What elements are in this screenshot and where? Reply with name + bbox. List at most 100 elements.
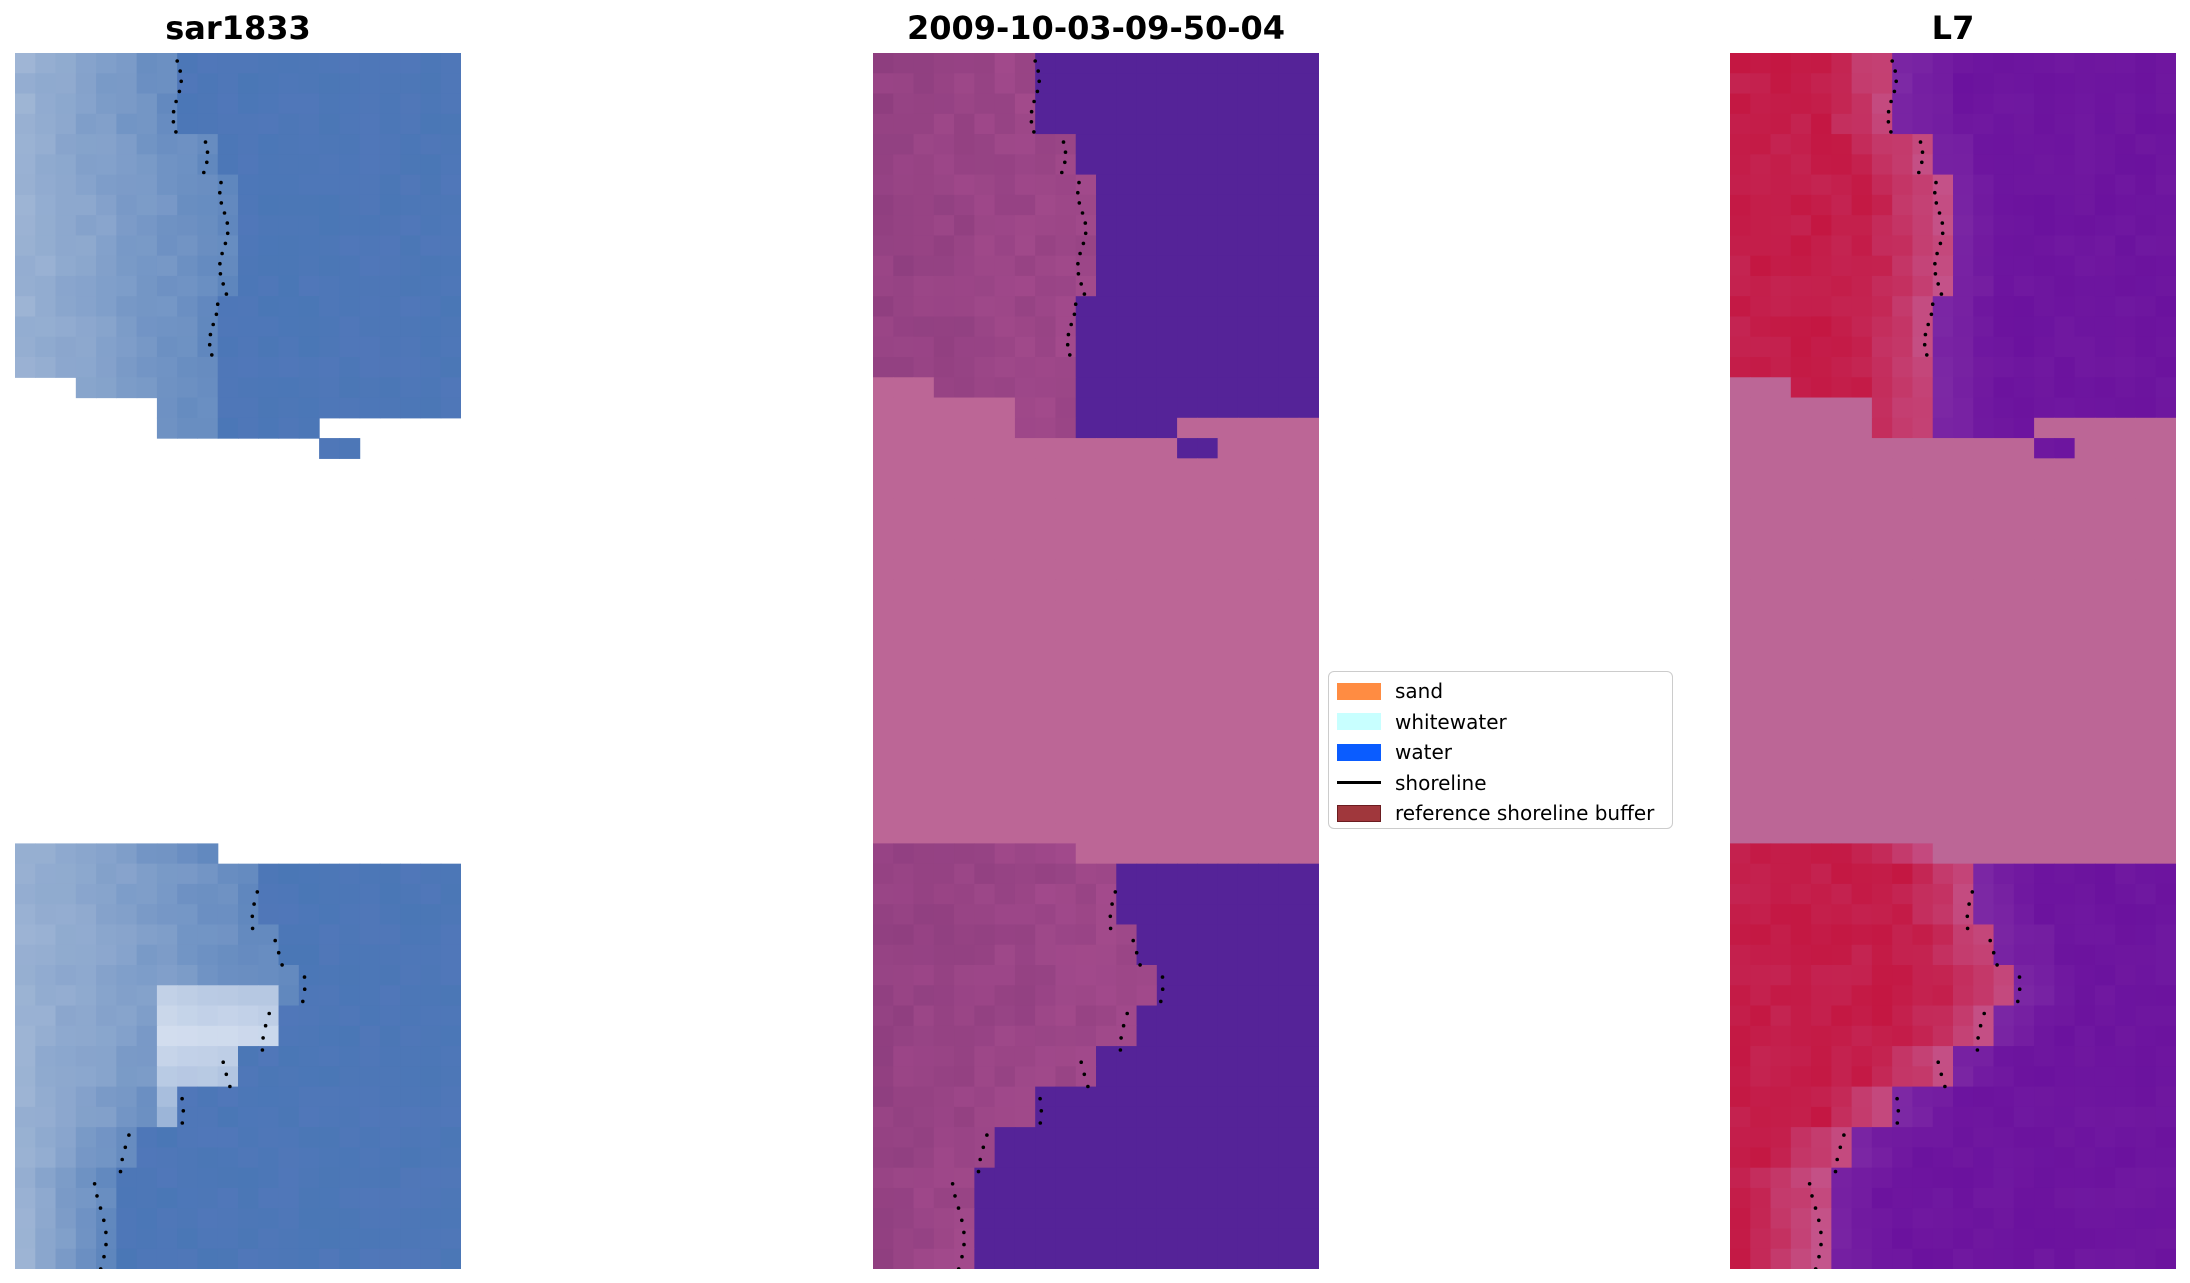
raster-pixel bbox=[1156, 904, 1178, 926]
shoreline-point bbox=[1038, 1121, 1043, 1125]
raster-pixel bbox=[1217, 1086, 1239, 1108]
raster-pixel bbox=[2074, 377, 2096, 399]
raster-pixel bbox=[1892, 863, 1914, 885]
raster-pixel bbox=[2034, 1106, 2055, 1128]
panel-title-rgb: sar1833 bbox=[165, 9, 311, 47]
raster-pixel bbox=[1912, 275, 1934, 297]
raster-pixel bbox=[974, 559, 996, 581]
raster-pixel bbox=[1014, 661, 1036, 682]
shoreline-point bbox=[250, 926, 255, 931]
raster-pixel bbox=[1014, 296, 1036, 318]
raster-pixel bbox=[2034, 215, 2055, 236]
raster-pixel bbox=[1156, 965, 1178, 986]
raster-pixel bbox=[319, 336, 340, 358]
raster-pixel bbox=[379, 1005, 401, 1027]
raster-pixel bbox=[1278, 721, 1300, 743]
raster-pixel bbox=[15, 1106, 36, 1128]
raster-pixel bbox=[2034, 823, 2055, 844]
raster-pixel bbox=[1014, 377, 1036, 399]
raster-pixel bbox=[873, 1147, 894, 1169]
raster-pixel bbox=[379, 296, 401, 318]
raster-pixel bbox=[1953, 113, 1974, 135]
raster-pixel bbox=[1278, 1025, 1300, 1047]
raster-pixel bbox=[1993, 701, 2015, 723]
raster-pixel bbox=[15, 863, 36, 885]
raster-pixel bbox=[1217, 336, 1239, 358]
raster-pixel bbox=[2094, 397, 2116, 419]
raster-pixel bbox=[873, 73, 894, 95]
raster-pixel bbox=[1298, 762, 1319, 784]
raster-pixel bbox=[1750, 701, 1772, 723]
raster-pixel bbox=[1217, 438, 1239, 459]
raster-pixel bbox=[1973, 721, 1995, 743]
raster-pixel bbox=[1892, 1025, 1914, 1047]
raster-pixel bbox=[1973, 701, 1995, 723]
raster-pixel bbox=[116, 93, 138, 115]
raster-pixel bbox=[1790, 985, 1812, 1007]
raster-pixel bbox=[954, 802, 975, 824]
shoreline-point bbox=[1037, 79, 1041, 84]
raster-pixel bbox=[2054, 275, 2076, 297]
shoreline-point bbox=[255, 890, 260, 894]
raster-pixel bbox=[156, 1147, 178, 1169]
raster-pixel bbox=[1035, 1127, 1057, 1148]
raster-pixel bbox=[1096, 965, 1117, 986]
raster-pixel bbox=[339, 255, 361, 277]
raster-pixel bbox=[420, 1248, 442, 1269]
shoreline-point bbox=[1083, 221, 1088, 225]
raster-pixel bbox=[1892, 174, 1914, 196]
raster-pixel bbox=[1790, 640, 1812, 662]
raster-pixel bbox=[1075, 843, 1097, 865]
raster-pixel bbox=[933, 539, 955, 561]
raster-pixel bbox=[1197, 397, 1219, 419]
raster-pixel bbox=[1811, 498, 1832, 520]
raster-pixel bbox=[1055, 73, 1077, 95]
raster-pixel bbox=[1973, 579, 1995, 601]
raster-pixel bbox=[2034, 93, 2055, 115]
raster-pixel bbox=[1953, 1046, 1974, 1067]
raster-pixel bbox=[933, 1248, 955, 1269]
raster-pixel bbox=[1258, 701, 1280, 723]
raster-pixel bbox=[1096, 539, 1117, 561]
raster-pixel bbox=[379, 904, 401, 926]
raster-pixel bbox=[1014, 1187, 1036, 1209]
raster-pixel bbox=[2115, 904, 2137, 926]
raster-pixel bbox=[1116, 843, 1138, 865]
raster-pixel bbox=[1912, 194, 1934, 216]
raster-pixel bbox=[1177, 661, 1198, 682]
shoreline-point bbox=[1933, 261, 1937, 266]
raster-pixel bbox=[1770, 215, 1792, 236]
raster-pixel bbox=[1156, 600, 1178, 622]
raster-pixel bbox=[1075, 478, 1097, 500]
raster-pixel bbox=[2115, 1167, 2137, 1189]
raster-pixel bbox=[1258, 1086, 1280, 1108]
raster-pixel bbox=[1932, 985, 1954, 1007]
raster-pixel bbox=[974, 53, 996, 74]
raster-pixel bbox=[420, 965, 442, 986]
raster-pixel bbox=[379, 377, 401, 399]
shoreline-point bbox=[1929, 312, 1934, 317]
raster-pixel bbox=[1730, 93, 1751, 115]
raster-pixel bbox=[1871, 600, 1893, 622]
raster-pixel bbox=[2115, 215, 2137, 236]
raster-pixel bbox=[1892, 1106, 1914, 1128]
raster-pixel bbox=[1993, 296, 2015, 318]
raster-pixel bbox=[1237, 863, 1259, 885]
raster-pixel bbox=[2034, 377, 2055, 399]
shoreline-point bbox=[208, 332, 213, 337]
raster-pixel bbox=[2094, 478, 2116, 500]
raster-pixel bbox=[258, 1127, 280, 1148]
raster-pixel bbox=[359, 154, 381, 176]
raster-pixel bbox=[1953, 296, 1974, 318]
raster-pixel bbox=[1973, 965, 1995, 986]
shoreline-point bbox=[228, 1084, 232, 1089]
raster-pixel bbox=[2013, 640, 2035, 662]
raster-pixel bbox=[440, 316, 461, 338]
raster-pixel bbox=[1096, 1025, 1117, 1047]
raster-pixel bbox=[2074, 1086, 2096, 1108]
raster-pixel bbox=[116, 1066, 138, 1088]
raster-pixel bbox=[177, 1228, 199, 1250]
raster-pixel bbox=[1770, 742, 1792, 763]
raster-pixel bbox=[2054, 1248, 2076, 1269]
raster-pixel bbox=[1831, 985, 1853, 1007]
